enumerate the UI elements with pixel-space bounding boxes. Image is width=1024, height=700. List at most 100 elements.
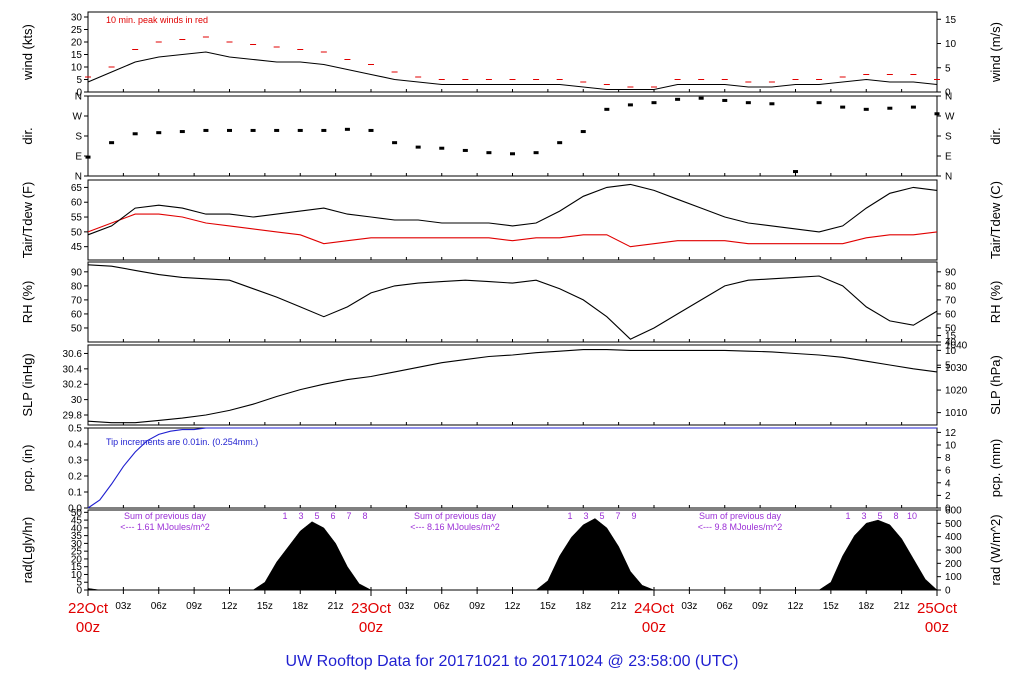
right-tick-label: 80 bbox=[945, 281, 957, 292]
panel-frame bbox=[87, 179, 938, 261]
direction-point bbox=[439, 146, 445, 150]
x-tick-label: 18z bbox=[292, 601, 308, 612]
left-tick-label: 60 bbox=[71, 198, 83, 209]
hour-marker: 6 bbox=[330, 511, 335, 521]
left-tick-label: 5 bbox=[76, 75, 82, 86]
y-axis-label-left: wind (kts) bbox=[20, 24, 35, 81]
right-tick-label: 70 bbox=[945, 295, 957, 306]
right-tick-label: N bbox=[945, 172, 952, 183]
hour-marker: 10 bbox=[907, 511, 917, 521]
series-line-Tair bbox=[87, 183, 938, 236]
direction-point bbox=[698, 96, 704, 100]
direction-point bbox=[179, 130, 185, 134]
y-axis-label-right: SLP (hPa) bbox=[988, 355, 1003, 415]
direction-point bbox=[321, 128, 327, 132]
y-axis-label-right: RH (%) bbox=[988, 281, 1003, 324]
direction-point bbox=[203, 128, 209, 132]
panel-2: 45 50 55 60 65 5 10 15 Tair/Tdew (F) Tair/Tdew (C… bbox=[20, 179, 1003, 372]
right-tick-label: 90 bbox=[945, 267, 957, 278]
hour-marker: 1 bbox=[845, 511, 850, 521]
right-tick-label: 10 bbox=[945, 441, 957, 452]
right-tick-label: E bbox=[945, 152, 952, 163]
right-tick-label: 600 bbox=[945, 506, 962, 517]
date-label-time: 00z bbox=[642, 619, 666, 636]
left-tick-label: 20 bbox=[71, 554, 83, 565]
direction-point bbox=[274, 128, 280, 132]
direction-point bbox=[392, 141, 398, 145]
hour-marker: 8 bbox=[893, 511, 898, 521]
right-tick-label: 0 bbox=[945, 88, 951, 99]
hour-marker: 7 bbox=[615, 511, 620, 521]
left-tick-label: 0 bbox=[76, 88, 82, 99]
hour-marker: 3 bbox=[298, 511, 303, 521]
left-tick-label: 5 bbox=[76, 578, 82, 589]
direction-point bbox=[510, 152, 515, 156]
direction-point bbox=[910, 105, 916, 109]
x-tick-label: 09z bbox=[752, 601, 768, 612]
daily-sum-value: <--- 8.16 MJoules/m^2 bbox=[410, 522, 500, 532]
left-tick-label: 0.1 bbox=[68, 488, 82, 499]
right-tick-label: 100 bbox=[945, 572, 962, 583]
panel-frame bbox=[87, 509, 938, 591]
daily-sum-label: Sum of previous day bbox=[124, 511, 207, 521]
y-axis-label-left: rad(Lgly/hr) bbox=[20, 517, 35, 583]
date-label-day: 24Oct bbox=[634, 600, 675, 617]
left-tick-label: 0.5 bbox=[68, 424, 82, 435]
direction-point bbox=[109, 141, 115, 145]
x-tick-label: 21z bbox=[894, 601, 910, 612]
right-tick-label: 0 bbox=[945, 586, 951, 597]
series-line-wind bbox=[87, 51, 938, 91]
left-tick-label: 90 bbox=[71, 267, 83, 278]
direction-point bbox=[85, 155, 91, 159]
direction-point bbox=[344, 127, 350, 131]
direction-point bbox=[793, 170, 798, 174]
left-tick-label: 50 bbox=[71, 508, 83, 519]
right-tick-label: 400 bbox=[945, 532, 962, 543]
x-tick-label: 15z bbox=[540, 601, 556, 612]
direction-point bbox=[627, 103, 633, 107]
right-tick-label: W bbox=[945, 112, 955, 123]
direction-point bbox=[486, 151, 492, 155]
right-tick-label: N bbox=[945, 92, 952, 103]
left-tick-label: 0.4 bbox=[68, 440, 82, 451]
date-label-day: 22Oct bbox=[68, 600, 109, 617]
x-tick-label: 09z bbox=[469, 601, 485, 612]
left-tick-label: 50 bbox=[71, 227, 83, 238]
x-tick-label: 06z bbox=[717, 601, 733, 612]
right-tick-label: 50 bbox=[945, 323, 957, 334]
x-tick-label: 03z bbox=[115, 601, 131, 612]
daily-sum-value: <--- 9.8 MJoules/m^2 bbox=[698, 522, 783, 532]
direction-point bbox=[580, 130, 586, 134]
hour-marker: 5 bbox=[599, 511, 604, 521]
panel-annotation: Tip increments are 0.01in. (0.254mm.) bbox=[106, 437, 258, 447]
left-tick-label: 70 bbox=[71, 295, 83, 306]
right-tick-label: 8 bbox=[945, 453, 951, 464]
direction-point bbox=[769, 102, 775, 106]
direction-point bbox=[297, 128, 303, 132]
x-axis: 03z 06z 09z 12z 15z 18z 21z 03z 06z 09z 12z 15z 18z 2… bbox=[68, 590, 958, 636]
left-tick-label: 65 bbox=[71, 183, 83, 194]
x-tick-label: 18z bbox=[858, 601, 874, 612]
left-tick-label: 30.6 bbox=[63, 349, 83, 360]
right-tick-label: 6 bbox=[945, 466, 951, 477]
x-tick-label: 03z bbox=[398, 601, 414, 612]
x-tick-label: 06z bbox=[151, 601, 167, 612]
x-tick-label: 12z bbox=[221, 601, 237, 612]
right-tick-label: 1020 bbox=[945, 386, 968, 397]
left-tick-label: 20 bbox=[71, 38, 83, 49]
left-tick-label: 10 bbox=[71, 570, 83, 581]
panel-3: 50 60 70 80 90 40 50 60 70 80 90 RH (%) RH (%) bbox=[20, 261, 1003, 349]
y-axis-label-left: Tair/Tdew (F) bbox=[20, 182, 35, 259]
direction-point bbox=[675, 97, 681, 101]
left-tick-label: N bbox=[75, 92, 82, 103]
hour-marker: 1 bbox=[567, 511, 572, 521]
hour-marker: 5 bbox=[877, 511, 882, 521]
y-axis-label-right: Tair/Tdew (C) bbox=[988, 181, 1003, 259]
date-label-day: 23Oct bbox=[351, 600, 392, 617]
left-tick-label: 0.3 bbox=[68, 456, 82, 467]
left-tick-label: 0 bbox=[76, 586, 82, 597]
panel-frame bbox=[87, 261, 938, 343]
